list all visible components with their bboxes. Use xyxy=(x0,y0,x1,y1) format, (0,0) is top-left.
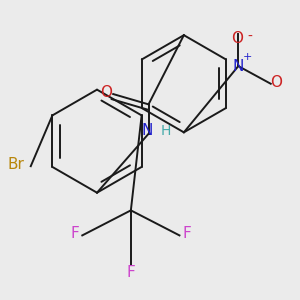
Text: O: O xyxy=(231,31,243,46)
Text: +: + xyxy=(242,52,252,62)
Text: F: F xyxy=(70,226,79,242)
Text: H: H xyxy=(161,124,171,138)
Text: F: F xyxy=(182,226,191,242)
Text: Br: Br xyxy=(8,157,25,172)
Text: N: N xyxy=(141,123,153,138)
Text: O: O xyxy=(271,75,283,90)
Text: O: O xyxy=(100,85,112,100)
Text: -: - xyxy=(248,30,253,44)
Text: F: F xyxy=(127,265,135,280)
Text: N: N xyxy=(232,58,244,74)
